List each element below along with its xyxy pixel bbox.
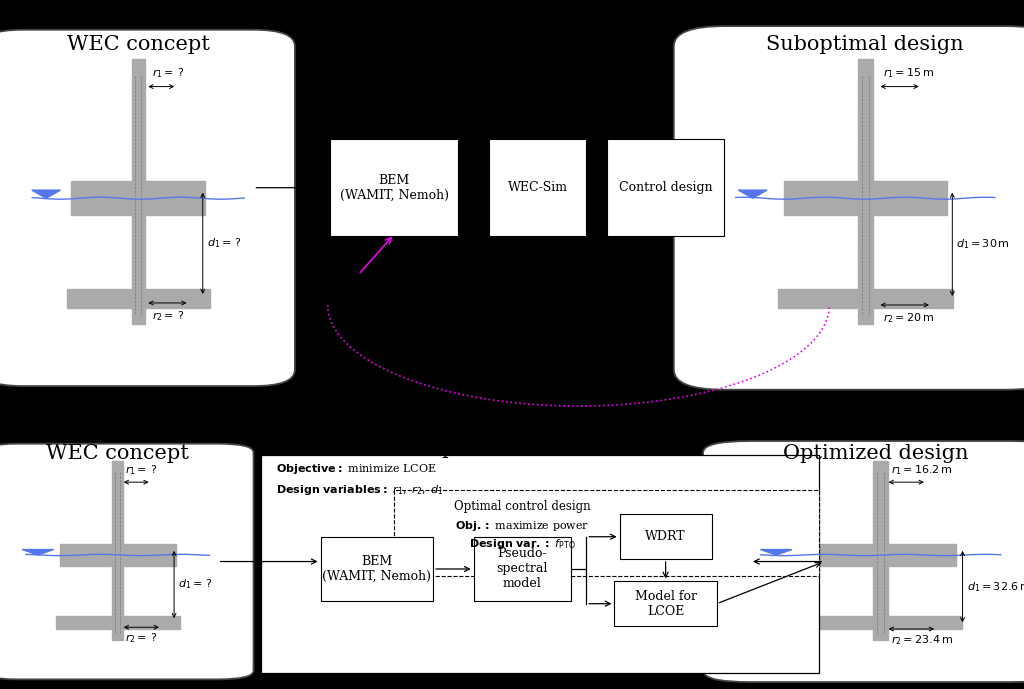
Text: Model for
LCOE: Model for LCOE bbox=[635, 590, 696, 618]
Text: WEC concept: WEC concept bbox=[46, 444, 189, 463]
Text: $\mathbf{Design\ var.:}$ $f_{\mathrm{PTO}}$: $\mathbf{Design\ var.:}$ $f_{\mathrm{PTO… bbox=[469, 537, 575, 551]
FancyBboxPatch shape bbox=[0, 30, 295, 386]
Bar bbox=[67, 289, 210, 309]
FancyBboxPatch shape bbox=[0, 444, 254, 679]
FancyBboxPatch shape bbox=[674, 26, 1024, 390]
Bar bbox=[132, 59, 144, 325]
Text: Manual loop: Manual loop bbox=[572, 363, 646, 376]
Bar bbox=[778, 289, 952, 309]
Text: BEM
(WAMIT, Nemoh): BEM (WAMIT, Nemoh) bbox=[323, 555, 431, 583]
Bar bbox=[394, 490, 819, 577]
Bar bbox=[800, 616, 962, 629]
Text: $r_1 = 15\,\mathrm{m}$: $r_1 = 15\,\mathrm{m}$ bbox=[883, 66, 934, 80]
Bar bbox=[873, 461, 888, 640]
Text: $d_1 = 30\,\mathrm{m}$: $d_1 = 30\,\mathrm{m}$ bbox=[956, 238, 1011, 251]
Text: $r_1 =\,?$: $r_1 =\,?$ bbox=[125, 464, 158, 477]
Bar bbox=[489, 139, 586, 236]
Text: Optimized design: Optimized design bbox=[782, 444, 969, 463]
Text: $r_2 =\,?$: $r_2 =\,?$ bbox=[125, 632, 158, 646]
Text: Optimization tool: Optimization tool bbox=[425, 439, 609, 458]
Polygon shape bbox=[761, 550, 792, 555]
Text: $r_2 = 23.4\,\mathrm{m}$: $r_2 = 23.4\,\mathrm{m}$ bbox=[891, 633, 953, 647]
Text: $\mathbf{Design\ variables:}$ $r_1,\ r_2,\ d_1$: $\mathbf{Design\ variables:}$ $r_1,\ r_2… bbox=[276, 482, 444, 497]
Bar bbox=[56, 616, 179, 629]
FancyBboxPatch shape bbox=[703, 441, 1024, 682]
Bar bbox=[59, 544, 176, 566]
Text: WEC-Sim: WEC-Sim bbox=[508, 181, 567, 194]
Bar bbox=[620, 515, 712, 559]
Text: $\mathbf{Objective:}$ minimize LCOE: $\mathbf{Objective:}$ minimize LCOE bbox=[276, 462, 437, 475]
Polygon shape bbox=[23, 550, 53, 555]
Bar bbox=[330, 139, 459, 236]
Text: WEC concept: WEC concept bbox=[67, 34, 210, 54]
Text: Pseudo-
spectral
model: Pseudo- spectral model bbox=[497, 548, 548, 590]
Bar bbox=[113, 461, 123, 640]
Text: $r_2 = 20\,\mathrm{m}$: $r_2 = 20\,\mathrm{m}$ bbox=[883, 311, 934, 325]
Text: Control design: Control design bbox=[618, 181, 713, 194]
Text: $d_1 =\,?$: $d_1 =\,?$ bbox=[207, 236, 242, 250]
Bar bbox=[72, 181, 205, 215]
Polygon shape bbox=[738, 190, 767, 198]
Bar bbox=[805, 544, 956, 566]
Text: $d_1 =\,?$: $d_1 =\,?$ bbox=[178, 577, 213, 591]
Bar bbox=[473, 537, 571, 601]
Bar bbox=[321, 537, 433, 601]
Text: $r_2 =\,?$: $r_2 =\,?$ bbox=[152, 309, 184, 323]
Text: $r_1 = 16.2\,\mathrm{m}$: $r_1 = 16.2\,\mathrm{m}$ bbox=[891, 464, 952, 477]
Bar bbox=[614, 582, 717, 626]
Text: $r_1 =\,?$: $r_1 =\,?$ bbox=[152, 66, 184, 80]
Polygon shape bbox=[32, 190, 60, 198]
Text: Suboptimal design: Suboptimal design bbox=[767, 34, 964, 54]
Bar bbox=[857, 59, 873, 325]
Text: $d_1 = 32.6\,\mathrm{m}$: $d_1 = 32.6\,\mathrm{m}$ bbox=[967, 580, 1024, 594]
Text: BEM
(WAMIT, Nemoh): BEM (WAMIT, Nemoh) bbox=[340, 174, 449, 202]
Bar bbox=[606, 139, 725, 236]
Bar bbox=[261, 455, 819, 673]
Bar bbox=[783, 181, 947, 215]
Text: Optimal control design: Optimal control design bbox=[454, 500, 591, 513]
Text: $\mathbf{Obj.:}$ maximize power: $\mathbf{Obj.:}$ maximize power bbox=[455, 519, 590, 533]
Text: WDRT: WDRT bbox=[645, 531, 686, 543]
